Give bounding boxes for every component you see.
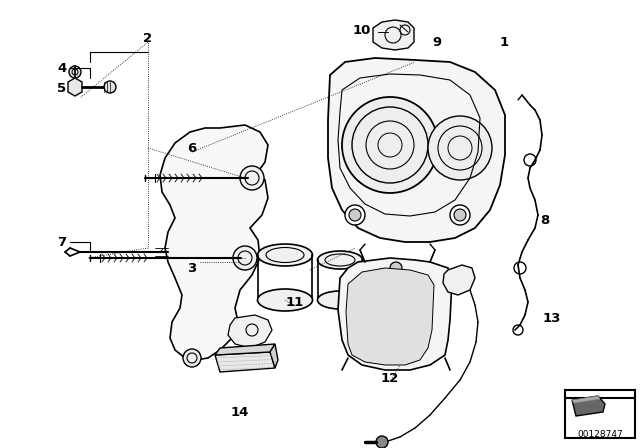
Text: 3: 3 <box>188 262 196 275</box>
Polygon shape <box>328 58 505 242</box>
Text: 11: 11 <box>286 296 304 309</box>
Polygon shape <box>270 344 278 368</box>
Circle shape <box>345 205 365 225</box>
Ellipse shape <box>257 289 312 311</box>
Polygon shape <box>215 352 275 372</box>
Polygon shape <box>160 125 268 360</box>
Ellipse shape <box>317 251 362 269</box>
Text: 9: 9 <box>432 35 441 48</box>
Text: 10: 10 <box>353 23 371 36</box>
Circle shape <box>349 209 361 221</box>
Polygon shape <box>443 265 475 295</box>
Text: 7: 7 <box>58 236 67 249</box>
Bar <box>565 390 635 438</box>
Circle shape <box>428 116 492 180</box>
Text: 5: 5 <box>58 82 67 95</box>
Text: 4: 4 <box>58 61 67 74</box>
Circle shape <box>183 349 201 367</box>
Text: 1: 1 <box>500 35 509 48</box>
Polygon shape <box>572 396 605 416</box>
Text: 8: 8 <box>540 214 550 227</box>
Circle shape <box>342 97 438 193</box>
Polygon shape <box>228 315 272 348</box>
Circle shape <box>69 66 81 78</box>
Text: 6: 6 <box>188 142 196 155</box>
Polygon shape <box>572 396 600 403</box>
Circle shape <box>390 262 402 274</box>
Circle shape <box>376 436 388 448</box>
Text: 2: 2 <box>143 31 152 44</box>
Text: 00128747: 00128747 <box>577 430 623 439</box>
Polygon shape <box>373 20 414 50</box>
Circle shape <box>104 81 116 93</box>
Circle shape <box>240 166 264 190</box>
Text: 13: 13 <box>543 311 561 324</box>
Circle shape <box>454 209 466 221</box>
Circle shape <box>233 246 257 270</box>
Ellipse shape <box>257 244 312 266</box>
Polygon shape <box>215 344 275 355</box>
Polygon shape <box>346 268 434 365</box>
Text: 12: 12 <box>381 371 399 384</box>
Polygon shape <box>338 258 452 370</box>
Circle shape <box>450 205 470 225</box>
Ellipse shape <box>317 291 362 309</box>
Polygon shape <box>68 78 82 96</box>
Text: 14: 14 <box>231 405 249 418</box>
